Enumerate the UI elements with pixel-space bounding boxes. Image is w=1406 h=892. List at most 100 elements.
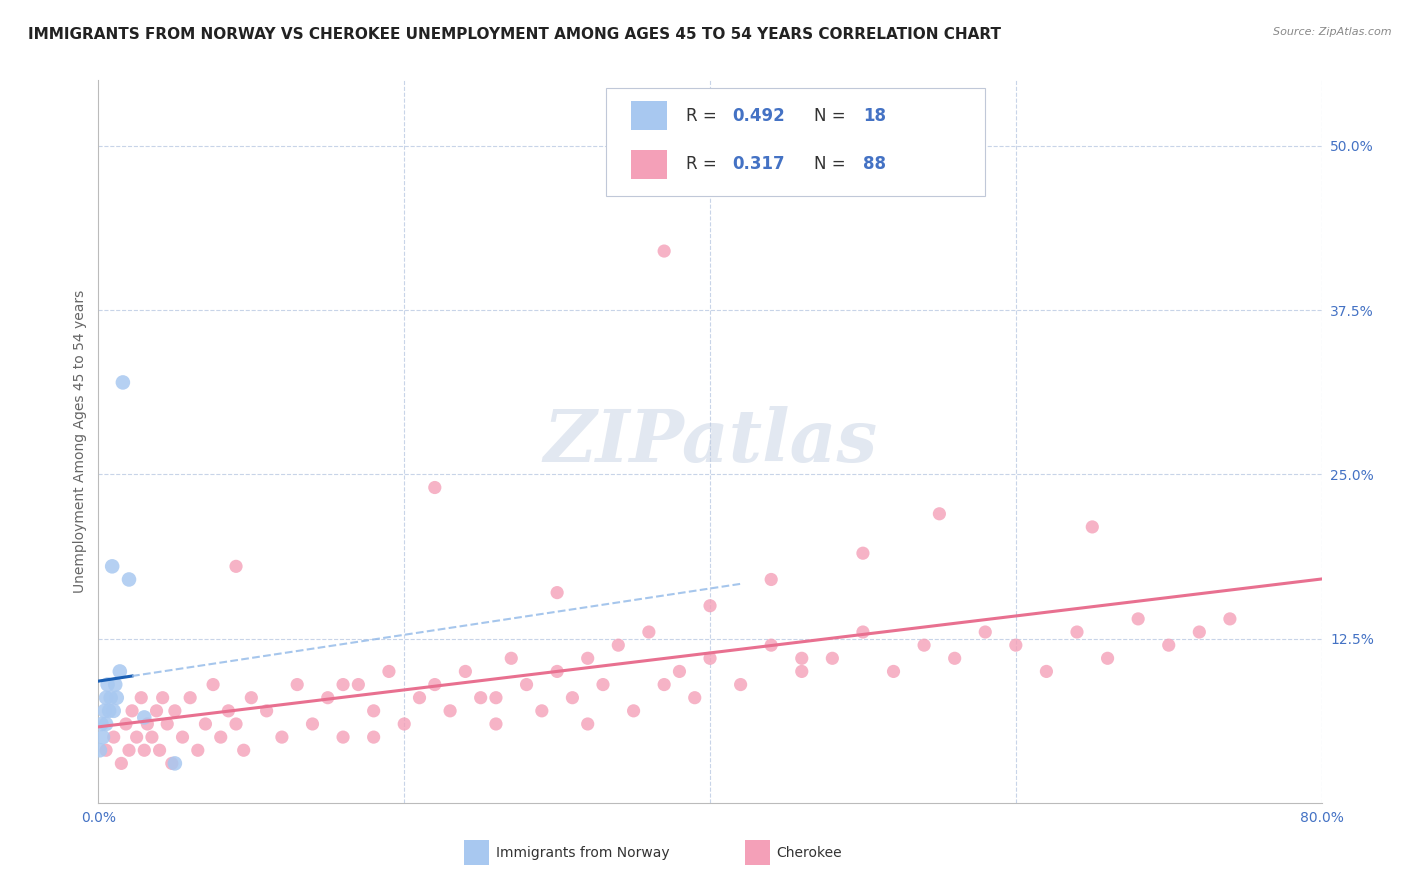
Point	[1219, 612, 1241, 626]
Point	[332, 730, 354, 744]
Point	[149, 743, 172, 757]
Point	[232, 743, 254, 757]
Point	[790, 665, 813, 679]
Point	[576, 717, 599, 731]
Point	[439, 704, 461, 718]
Point	[89, 743, 111, 757]
Text: 88: 88	[863, 155, 886, 173]
Point	[141, 730, 163, 744]
Point	[94, 743, 117, 757]
Text: IMMIGRANTS FROM NORWAY VS CHEROKEE UNEMPLOYMENT AMONG AGES 45 TO 54 YEARS CORREL: IMMIGRANTS FROM NORWAY VS CHEROKEE UNEMP…	[28, 27, 1001, 42]
FancyBboxPatch shape	[630, 150, 668, 178]
Point	[209, 730, 232, 744]
Point	[91, 730, 114, 744]
Text: 18: 18	[863, 107, 886, 125]
Point	[118, 743, 141, 757]
Point	[592, 677, 614, 691]
Point	[104, 677, 127, 691]
Point	[485, 717, 508, 731]
Point	[607, 638, 630, 652]
Point	[163, 756, 186, 771]
Point	[883, 665, 905, 679]
Point	[759, 573, 782, 587]
Y-axis label: Unemployment Among Ages 45 to 54 years: Unemployment Among Ages 45 to 54 years	[73, 290, 87, 593]
Point	[1066, 625, 1088, 640]
Point	[546, 585, 568, 599]
Point	[821, 651, 844, 665]
Point	[301, 717, 323, 731]
Point	[408, 690, 430, 705]
Point	[103, 730, 125, 744]
Point	[125, 730, 148, 744]
Point	[121, 704, 143, 718]
Point	[623, 704, 645, 718]
Point	[363, 730, 385, 744]
Point	[652, 244, 675, 258]
Point	[332, 677, 354, 691]
Point	[93, 704, 115, 718]
Point	[1097, 651, 1119, 665]
Point	[285, 677, 308, 691]
Point	[160, 756, 183, 771]
Point	[1188, 625, 1211, 640]
Point	[110, 756, 132, 771]
Point	[790, 651, 813, 665]
Point	[152, 690, 174, 705]
Point	[118, 573, 141, 587]
FancyBboxPatch shape	[606, 87, 986, 196]
Point	[928, 507, 950, 521]
Point	[145, 704, 167, 718]
Point	[943, 651, 966, 665]
Point	[423, 677, 446, 691]
Point	[134, 743, 156, 757]
Text: Immigrants from Norway: Immigrants from Norway	[496, 846, 669, 860]
Point	[111, 376, 134, 390]
Point	[485, 690, 508, 705]
Point	[90, 717, 112, 731]
Point	[852, 625, 875, 640]
Point	[101, 559, 124, 574]
Point	[94, 690, 117, 705]
Point	[105, 690, 128, 705]
Text: N =: N =	[814, 107, 851, 125]
Point	[516, 677, 538, 691]
Point	[225, 559, 247, 574]
Text: 0.317: 0.317	[733, 155, 785, 173]
Point	[256, 704, 278, 718]
Point	[501, 651, 523, 665]
Point	[530, 704, 553, 718]
Text: Source: ZipAtlas.com: Source: ZipAtlas.com	[1274, 27, 1392, 37]
Point	[730, 677, 752, 691]
Text: 0.492: 0.492	[733, 107, 785, 125]
Point	[136, 717, 159, 731]
Point	[668, 665, 690, 679]
Point	[392, 717, 416, 731]
Point	[363, 704, 385, 718]
Point	[347, 677, 370, 691]
Point	[1081, 520, 1104, 534]
Text: R =: R =	[686, 155, 721, 173]
Point	[852, 546, 875, 560]
Point	[94, 717, 117, 731]
Point	[103, 704, 125, 718]
Point	[423, 481, 446, 495]
Point	[100, 690, 122, 705]
Point	[470, 690, 492, 705]
Point	[187, 743, 209, 757]
Text: R =: R =	[686, 107, 721, 125]
Text: ZIPatlas: ZIPatlas	[543, 406, 877, 477]
Point	[561, 690, 583, 705]
Text: N =: N =	[814, 155, 851, 173]
Point	[699, 599, 721, 613]
Point	[217, 704, 239, 718]
Point	[546, 665, 568, 679]
Point	[912, 638, 935, 652]
Point	[270, 730, 292, 744]
Point	[699, 651, 721, 665]
Point	[974, 625, 997, 640]
Point	[156, 717, 179, 731]
Point	[576, 651, 599, 665]
Point	[1157, 638, 1180, 652]
Point	[683, 690, 706, 705]
FancyBboxPatch shape	[630, 101, 668, 130]
